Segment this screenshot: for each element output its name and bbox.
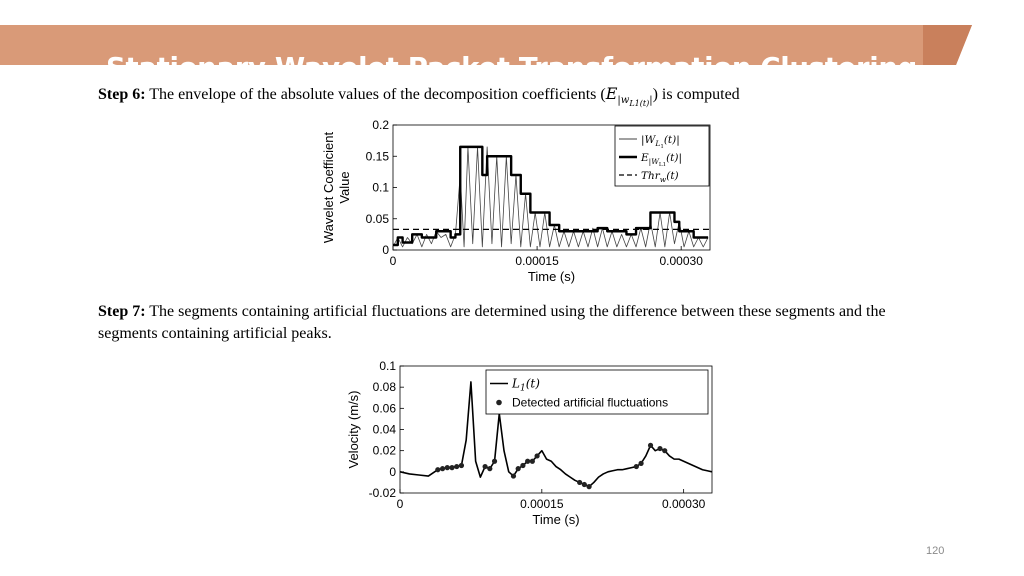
chart-0-ytick-label: 0	[382, 243, 389, 257]
chart-1-xtick-label: 0	[397, 497, 404, 511]
chart-1-ytick-label: 0.02	[373, 444, 397, 458]
step7-label: Step 7:	[98, 303, 146, 320]
step6-envelope-symbol: E|wL1(t)|	[605, 84, 653, 109]
chart-0-xtick-label: 0	[390, 254, 397, 268]
chart-0-svg: 0 0.05 0.1 0.15 0.2 0 0.00015 0.00030 Time (s) Wa…	[321, 118, 711, 284]
wavelet-coefficient-chart: 0 0.05 0.1 0.15 0.2 0 0.00015 0.00030 Time (s) Wa…	[315, 115, 735, 295]
chart-1-series-1-point	[525, 458, 531, 464]
chart-0-legend-entry: |WL1(t)|	[641, 134, 680, 150]
chart-1-ytick-label: 0.04	[373, 423, 397, 437]
step7-body: The segments containing artificial fluct…	[98, 303, 886, 342]
step6-label: Step 6:	[98, 86, 146, 103]
chart-1-legend	[485, 369, 709, 415]
chart-1-series-1-point	[439, 466, 446, 472]
chart-0-xlabel: Time (s)	[528, 269, 575, 284]
chart-1-ytick-label: 0.1	[379, 359, 396, 373]
chart-1-xlabel: Time (s)	[532, 512, 579, 527]
chart-0-ytick-label: 0.1	[372, 181, 389, 195]
chart-1-series-1-point	[435, 467, 441, 473]
chart-0-xtick-label: 0.00030	[659, 254, 703, 268]
chart-0-ylabel: Wavelet Coefficient	[321, 131, 336, 243]
chart-1-ytick-label: -0.02	[369, 486, 397, 500]
chart-1-series-1-point	[487, 466, 493, 472]
step7-text: Step 7: The segments containing artifici…	[98, 301, 928, 345]
step6-body: The envelope of the absolute values of t…	[145, 86, 606, 103]
chart-1-series-1-point	[458, 462, 465, 469]
chart-1-ytick-label: 0.06	[373, 401, 397, 415]
chart-1-series-1-point	[510, 473, 517, 479]
chart-1-series-1-point	[662, 448, 668, 454]
step6-text: Step 6: The envelope of the absolute val…	[98, 83, 978, 115]
chart-1-series-1-point	[482, 463, 488, 470]
chart-1-xtick-label: 0.00030	[662, 497, 706, 511]
chart-1-series-1-point	[647, 442, 654, 448]
chart-0-ytick-label: 0.15	[366, 149, 390, 163]
chart-0-ylabel: Value	[337, 171, 352, 203]
chart-1-series-1-point	[515, 466, 521, 472]
chart-1-series-1-point	[581, 481, 587, 488]
title-banner-shape	[0, 25, 972, 65]
chart-0-ytick-label: 0.2	[372, 118, 389, 132]
chart-1-series-1-point	[633, 463, 639, 470]
slide-title: Stationary Wavelet Packet Transformation…	[106, 52, 918, 84]
chart-0-series-1-line	[393, 145, 709, 247]
chart-1-series-1-point	[449, 465, 455, 471]
chart-1-legend-entry: L1(t)	[511, 377, 540, 394]
chart-0-legend-entry: Thrw(t)	[641, 170, 679, 184]
chart-1-series-1-point	[577, 479, 583, 486]
chart-1-series-1-point	[454, 463, 460, 470]
chart-1-series-1-point	[586, 484, 592, 490]
chart-1-ytick-label: 0	[389, 465, 396, 479]
chart-1-series-1-point	[444, 465, 450, 471]
chart-1-series-1-point	[491, 458, 498, 464]
chart-1-series-1-point	[534, 453, 540, 459]
chart-1-ytick-label: 0.08	[373, 380, 397, 394]
chart-1-series-1-point	[529, 458, 535, 464]
chart-1-ylabel: Velocity (m/s)	[346, 390, 361, 468]
page-number: 120	[926, 545, 945, 557]
chart-1-xtick-label: 0.00015	[520, 497, 564, 511]
velocity-chart: -0.02 0 0.02 0.04 0.06 0.08 0.1 0 0.00015 0.00030…	[340, 358, 740, 536]
title-banner: Stationary Wavelet Packet Transformation…	[0, 25, 1024, 84]
chart-0-ytick-label: 0.05	[366, 212, 390, 226]
chart-0-legend-entry: E|WL1(t)|	[640, 152, 682, 168]
chart-1-legend-swatch	[496, 399, 502, 406]
chart-0-xtick-label: 0.00015	[515, 254, 559, 268]
chart-1-series-1-point	[657, 445, 663, 452]
step6-body-end: ) is computed	[652, 86, 740, 103]
chart-1-series-1-point	[520, 462, 526, 469]
chart-0-series-0-line	[393, 146, 709, 248]
chart-1-legend-entry: Detected artificial fluctuations	[512, 396, 668, 410]
chart-1-series-1-point	[638, 460, 644, 466]
